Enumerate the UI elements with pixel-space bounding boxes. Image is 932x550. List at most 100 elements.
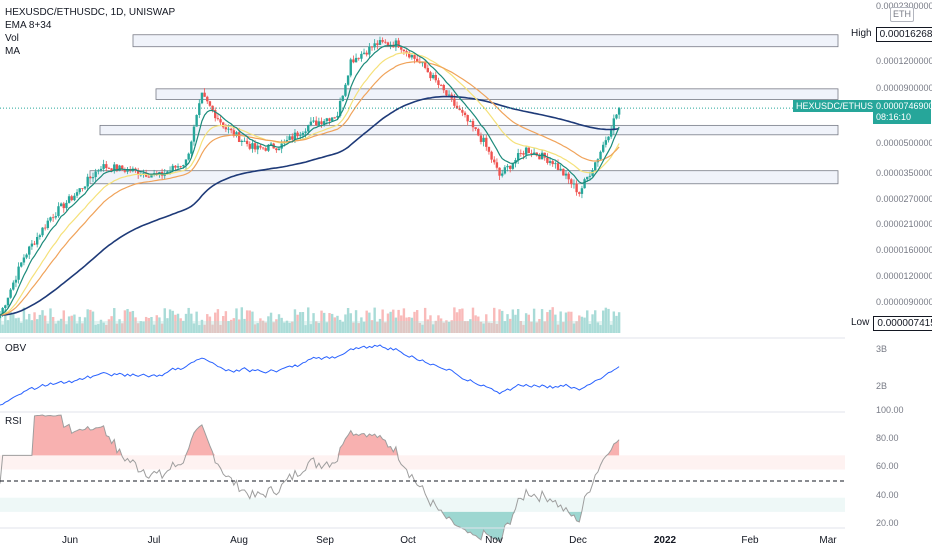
volume-bar	[269, 312, 273, 333]
candle-body	[516, 153, 520, 161]
candle-body	[408, 52, 411, 58]
volume-bar	[22, 307, 26, 333]
candle-body	[49, 217, 52, 221]
candle-body	[495, 162, 499, 168]
rsi-pane-label[interactable]: RSI	[5, 416, 22, 427]
volume-bar	[208, 316, 212, 333]
volume-bar	[102, 322, 105, 333]
volume-bars	[0, 307, 621, 333]
volume-bar	[330, 313, 334, 333]
candle-body	[572, 183, 576, 185]
volume-bar	[30, 320, 34, 333]
volume-bar	[131, 310, 135, 333]
volume-bar	[360, 317, 363, 333]
chart-legend: HEXUSDC/ETHUSDC, 1D, UNISWAP EMA 8+34 Vo…	[5, 6, 175, 58]
candle-body	[524, 147, 528, 155]
volume-bar	[530, 321, 533, 333]
volume-bar	[291, 321, 294, 333]
volume-bar	[564, 312, 568, 333]
candle-body	[261, 147, 265, 149]
volume-bar	[301, 311, 305, 333]
current-price-value: 0.0000746900	[876, 101, 932, 111]
candle-body	[490, 151, 493, 160]
volume-bar	[352, 322, 355, 333]
symbol-title[interactable]: HEXUSDC/ETHUSDC, 1D, UNISWAP	[5, 7, 176, 18]
candle-body	[65, 202, 68, 209]
candle-body	[617, 108, 621, 115]
price-tick: 0.0000500000	[876, 138, 932, 148]
candle-body	[89, 176, 92, 179]
zone-rect	[132, 34, 839, 48]
volume-bar	[288, 322, 291, 333]
candle-body	[73, 195, 76, 201]
candle-body	[346, 75, 350, 85]
candle-body	[394, 40, 398, 48]
volume-bar	[144, 316, 148, 333]
volume-bar	[604, 307, 608, 333]
candle-body	[328, 118, 331, 121]
volume-bar	[554, 314, 557, 333]
volume-bar	[381, 309, 384, 333]
volume-bar	[200, 319, 204, 333]
ma-legend[interactable]: MA	[5, 46, 20, 57]
candle-body	[373, 43, 376, 48]
candle-body	[227, 128, 230, 130]
volume-bar	[315, 321, 318, 333]
volume-bar	[309, 324, 313, 333]
volume-bar	[187, 307, 190, 333]
volume-bar	[83, 317, 87, 333]
volume-bar	[538, 319, 541, 333]
volume-bar	[304, 325, 307, 333]
candle-body	[12, 282, 15, 290]
volume-bar	[479, 321, 483, 333]
volume-bar	[508, 318, 512, 333]
volume-bar	[139, 321, 143, 333]
volume-bar	[469, 319, 472, 333]
volume-bar	[293, 309, 297, 333]
candle-body	[22, 257, 26, 263]
candle-body	[469, 121, 472, 122]
candle-body	[461, 110, 464, 113]
candle-body	[362, 52, 366, 54]
candle-body	[368, 46, 371, 55]
volume-bar	[54, 323, 58, 333]
candle-body	[54, 216, 58, 218]
candle-body	[166, 171, 169, 174]
candle-body	[532, 152, 536, 155]
volume-bar	[609, 324, 613, 333]
candle-body	[75, 192, 79, 196]
volume-bar	[434, 320, 437, 333]
volume-bar	[248, 310, 251, 333]
volume-bar	[410, 317, 414, 333]
volume-bar	[259, 318, 262, 333]
candle-body	[1, 308, 4, 316]
volume-bar	[384, 322, 387, 333]
volume-bar	[299, 312, 302, 333]
volume-bar	[235, 308, 238, 333]
price-tick: 0.0000160000	[876, 245, 932, 255]
obv-pane-label[interactable]: OBV	[5, 343, 27, 354]
candle-body	[198, 103, 201, 115]
volume-bar	[285, 320, 289, 333]
volume-bar	[344, 314, 347, 333]
volume-bar	[245, 310, 249, 333]
candle-body	[240, 140, 244, 143]
volume-bar	[251, 311, 254, 333]
time-label-feb: Feb	[741, 535, 759, 546]
vol-legend[interactable]: Vol	[5, 33, 19, 44]
candlestick-series	[0, 36, 621, 319]
volume-bar	[570, 311, 573, 333]
volume-bar	[198, 325, 201, 333]
candle-body	[214, 110, 217, 119]
candle-body	[498, 167, 501, 176]
volume-bar	[474, 315, 477, 333]
candle-body	[429, 72, 432, 79]
volume-bar	[216, 309, 220, 333]
currency-badge[interactable]: ETH	[890, 7, 914, 22]
volume-bar	[190, 313, 193, 333]
candle-body	[564, 173, 568, 176]
ema-legend[interactable]: EMA 8+34	[5, 20, 52, 31]
candle-body	[453, 98, 456, 106]
candle-body	[445, 90, 448, 96]
volume-bar	[349, 313, 352, 333]
